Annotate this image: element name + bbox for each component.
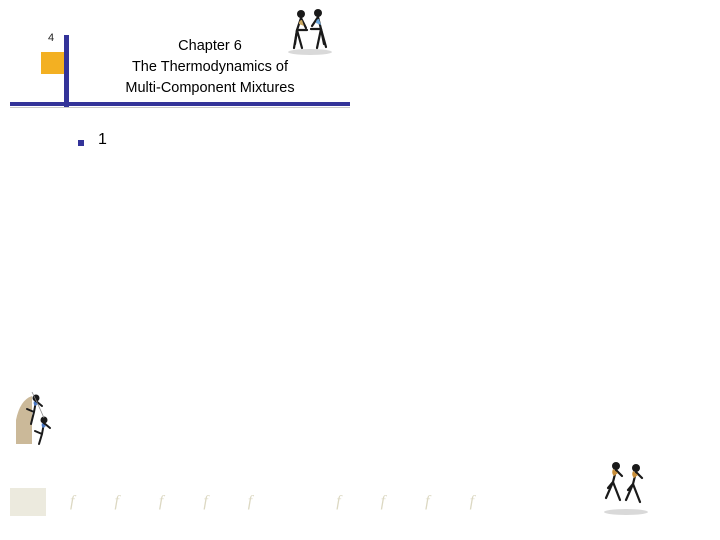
title-line-2: The Thermodynamics of (132, 59, 288, 75)
title-line-1: Chapter 6 (178, 38, 242, 54)
bullet-item-text: 1 (98, 131, 107, 149)
title-line-3: Multi-Component Mixtures (125, 80, 294, 96)
page-number: 4 (48, 32, 54, 44)
accent-bar-vertical (64, 35, 69, 107)
clipart-climbers-icon (14, 390, 60, 446)
slide: 4 Chapter 6 The Thermodynamics of Multi-… (0, 0, 720, 540)
footer-band: fffff ffff (10, 488, 710, 516)
footer-pad-left (10, 488, 46, 516)
slide-title: Chapter 6 The Thermodynamics of Multi-Co… (100, 36, 320, 99)
divider-line (10, 107, 350, 108)
accent-bar-horizontal (10, 102, 350, 106)
bullet-square-icon (78, 140, 84, 146)
footer-ghost-text: fffff ffff (70, 493, 514, 511)
